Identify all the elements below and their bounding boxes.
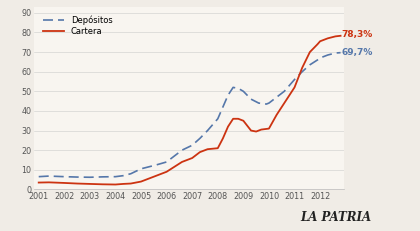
Depósitos bbox=[231, 86, 236, 89]
Depósitos bbox=[146, 165, 151, 168]
Cartera bbox=[333, 35, 338, 38]
Depósitos bbox=[300, 70, 305, 73]
Cartera bbox=[100, 183, 105, 186]
Cartera bbox=[226, 125, 231, 128]
Cartera bbox=[300, 66, 305, 69]
Depósitos bbox=[172, 155, 177, 158]
Depósitos bbox=[220, 106, 226, 108]
Cartera bbox=[274, 113, 279, 116]
Line: Cartera: Cartera bbox=[39, 36, 341, 185]
Depósitos bbox=[236, 87, 241, 90]
Depósitos bbox=[292, 78, 297, 81]
Cartera bbox=[36, 181, 41, 184]
Depósitos bbox=[315, 58, 320, 61]
Cartera bbox=[47, 181, 52, 184]
Depósitos bbox=[215, 117, 220, 120]
Depósitos bbox=[121, 174, 126, 177]
Depósitos bbox=[128, 172, 133, 175]
Depósitos bbox=[226, 94, 231, 97]
Depósitos bbox=[256, 102, 261, 104]
Cartera bbox=[197, 151, 202, 154]
Cartera bbox=[292, 86, 297, 89]
Cartera bbox=[62, 182, 67, 184]
Cartera bbox=[215, 147, 220, 150]
Depósitos bbox=[325, 54, 330, 56]
Depósitos bbox=[36, 175, 41, 178]
Depósitos bbox=[100, 176, 105, 178]
Cartera bbox=[315, 43, 320, 46]
Cartera bbox=[318, 40, 323, 43]
Line: Depósitos: Depósitos bbox=[39, 53, 341, 177]
Cartera bbox=[113, 183, 118, 186]
Depósitos bbox=[139, 167, 144, 170]
Depósitos bbox=[75, 176, 80, 178]
Cartera bbox=[249, 129, 254, 132]
Depósitos bbox=[333, 52, 338, 55]
Cartera bbox=[146, 177, 151, 180]
Depósitos bbox=[249, 98, 254, 100]
Cartera bbox=[307, 51, 312, 53]
Depósitos bbox=[282, 90, 287, 93]
Depósitos bbox=[197, 137, 202, 140]
Cartera bbox=[338, 34, 343, 37]
Cartera bbox=[325, 37, 330, 40]
Depósitos bbox=[205, 129, 210, 132]
Depósitos bbox=[113, 175, 118, 178]
Cartera bbox=[139, 180, 144, 183]
Text: 69,7%: 69,7% bbox=[341, 48, 373, 57]
Cartera bbox=[205, 148, 210, 151]
Depósitos bbox=[338, 51, 343, 54]
Cartera bbox=[121, 182, 126, 185]
Cartera bbox=[172, 165, 177, 168]
Depósitos bbox=[179, 149, 184, 152]
Cartera bbox=[128, 182, 133, 185]
Depósitos bbox=[241, 90, 246, 93]
Cartera bbox=[236, 117, 241, 120]
Cartera bbox=[164, 170, 169, 173]
Text: 78,3%: 78,3% bbox=[341, 30, 372, 39]
Depósitos bbox=[190, 144, 195, 147]
Cartera bbox=[190, 157, 195, 159]
Cartera bbox=[259, 128, 264, 131]
Depósitos bbox=[87, 176, 92, 179]
Text: LA PATRIA: LA PATRIA bbox=[300, 211, 372, 224]
Legend: Depósitos, Cartera: Depósitos, Cartera bbox=[41, 13, 115, 39]
Cartera bbox=[282, 102, 287, 104]
Cartera bbox=[241, 119, 246, 122]
Cartera bbox=[154, 174, 159, 177]
Depósitos bbox=[47, 175, 52, 177]
Cartera bbox=[254, 130, 259, 133]
Depósitos bbox=[274, 96, 279, 99]
Cartera bbox=[57, 181, 62, 184]
Depósitos bbox=[57, 175, 62, 178]
Depósitos bbox=[154, 164, 159, 166]
Depósitos bbox=[266, 102, 271, 104]
Depósitos bbox=[62, 175, 67, 178]
Cartera bbox=[266, 127, 271, 130]
Cartera bbox=[87, 182, 92, 185]
Cartera bbox=[75, 182, 80, 185]
Depósitos bbox=[307, 64, 312, 66]
Depósitos bbox=[318, 57, 323, 59]
Depósitos bbox=[164, 161, 169, 163]
Cartera bbox=[220, 137, 226, 140]
Cartera bbox=[179, 161, 184, 163]
Depósitos bbox=[264, 103, 269, 105]
Cartera bbox=[231, 117, 236, 120]
